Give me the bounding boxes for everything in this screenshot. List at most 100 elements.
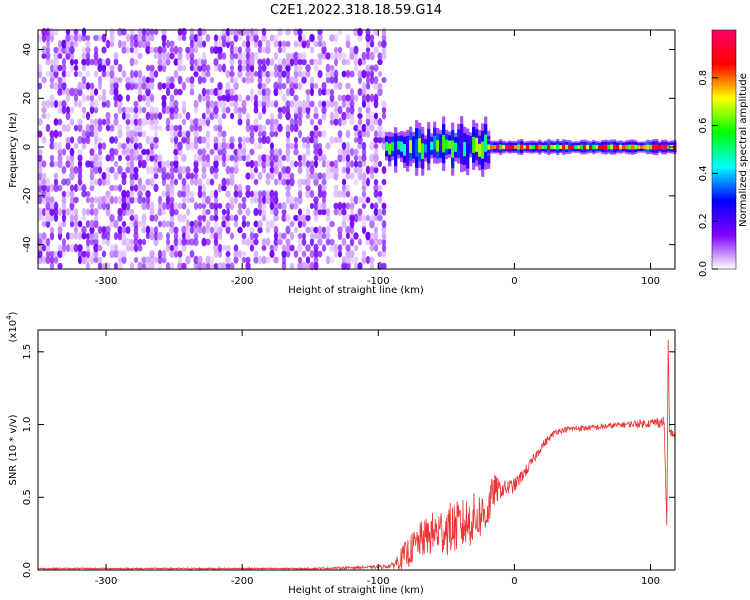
spectrogram-cell [197,214,203,222]
spectrogram-cell [209,106,215,114]
spectrogram-cell [129,129,135,139]
spectrogram-cell [101,142,107,150]
spectrogram-cell [37,183,43,193]
spectrogram-cell [97,261,103,271]
spectrogram-cell [85,124,91,132]
spectrogram-cell [117,195,123,205]
spectrogram-cell [69,153,75,163]
spectrogram-cell [281,178,287,186]
spectrogram-cell [125,196,131,204]
spectrogram-cell [81,76,87,84]
spectrogram-cell [205,219,211,229]
spectrogram-cell [73,232,79,240]
spectrogram-cell [225,225,231,235]
spectrogram-cell [65,244,71,252]
spectrogram-cell [201,225,207,235]
spectrogram-cell [65,160,71,168]
spectrogram-cell [365,214,371,222]
spectrogram-cell [265,57,271,67]
spectrogram-cell [165,195,171,205]
spectrogram-cell [89,226,95,234]
spectrogram-cell [157,159,163,169]
spectrogram-cell [237,34,243,42]
spectrogram-cell [101,33,107,43]
spectrogram-cell [361,58,367,66]
spectrogram-cell [365,27,371,37]
spectrogram-cell [253,178,259,186]
spectrogram-cell [349,202,355,210]
spectrogram-cell [149,34,155,42]
spectrogram-cell [73,64,79,72]
spectrogram-cell [85,34,91,42]
spectrogram-cell [341,118,347,126]
spectrogram-cell [345,106,351,114]
spectrogram-cell [225,93,231,103]
spectrogram-cell [53,250,59,258]
spectrogram-cell [145,100,151,108]
spectrogram-cell [381,76,387,84]
spectrogram-cell [353,256,359,264]
spectrogram-cell [281,261,287,271]
spectrogram-cell [313,171,319,181]
spectrogram-cell [265,256,271,264]
spectrogram-cell [381,45,387,55]
spectrogram-cell [373,93,379,103]
spectrogram-cell [65,136,71,144]
spectrogram-cell [269,160,275,168]
spectrogram-cell [337,226,343,234]
spectrogram-cell [301,238,307,246]
spectrogram-cell [49,142,55,150]
spectrogram-cell [652,144,656,150]
spectrogram-cell [97,244,103,252]
spectrogram-cell [325,63,331,73]
spectrogram-cell [337,94,343,102]
spectrogram-cell [305,262,311,270]
spectrogram-cell [535,145,539,149]
spectrogram-cell [205,111,211,121]
spectrogram-cell [53,178,59,186]
spectrogram-cell [217,34,223,42]
spectrogram-cell [241,147,247,157]
spectrogram-cell [285,142,291,150]
spectrogram-cell [269,244,275,252]
spectrogram-cell [321,100,327,108]
spectrogram-cell [217,40,223,48]
spectrogram-cell [580,144,584,150]
spectrogram-cell [257,64,263,72]
spectrogram-cell [277,112,283,120]
spectrogram-cell [85,160,91,168]
spectrogram-cell [589,145,593,149]
spectrogram-cell [189,172,195,180]
spectrogram-cell [113,262,119,270]
spectrogram-cell [173,130,179,138]
spectrogram-cell [463,141,467,157]
spectrogram-cell [77,123,83,133]
spectrogram-cell [321,81,327,91]
spectrogram-cell [205,88,211,96]
spectrogram-cell [361,195,367,205]
spectrogram-cell [89,100,95,108]
spectrogram-cell [490,145,494,150]
spectrogram-cell [53,214,59,222]
spectrogram-cell [89,148,95,156]
spectrogram-cell [185,130,191,138]
svg-text:(x104): (x104) [5,311,19,342]
snr-x-tick-label: 0 [511,576,517,587]
spectrogram-cell [161,52,167,60]
spectrogram-cell [221,130,227,138]
spectrogram-cell [261,159,267,169]
spectrogram-cell [357,69,363,79]
spectrogram-cell [61,88,67,96]
spectrogram-cell [313,226,319,234]
spectrogram-cell [113,76,119,84]
spectrogram-cell [101,58,107,66]
spectrogram-cell [157,231,163,241]
spectrogram-cell [277,160,283,168]
spectrogram-cell [137,93,143,103]
spectrogram-cell [137,261,143,271]
spectrogram-cell [45,58,51,66]
spectrogram-cell [237,183,243,193]
spectrogram-cell [81,64,87,72]
spectrogram-cell [341,213,347,223]
spectrogram-cell [337,46,343,54]
